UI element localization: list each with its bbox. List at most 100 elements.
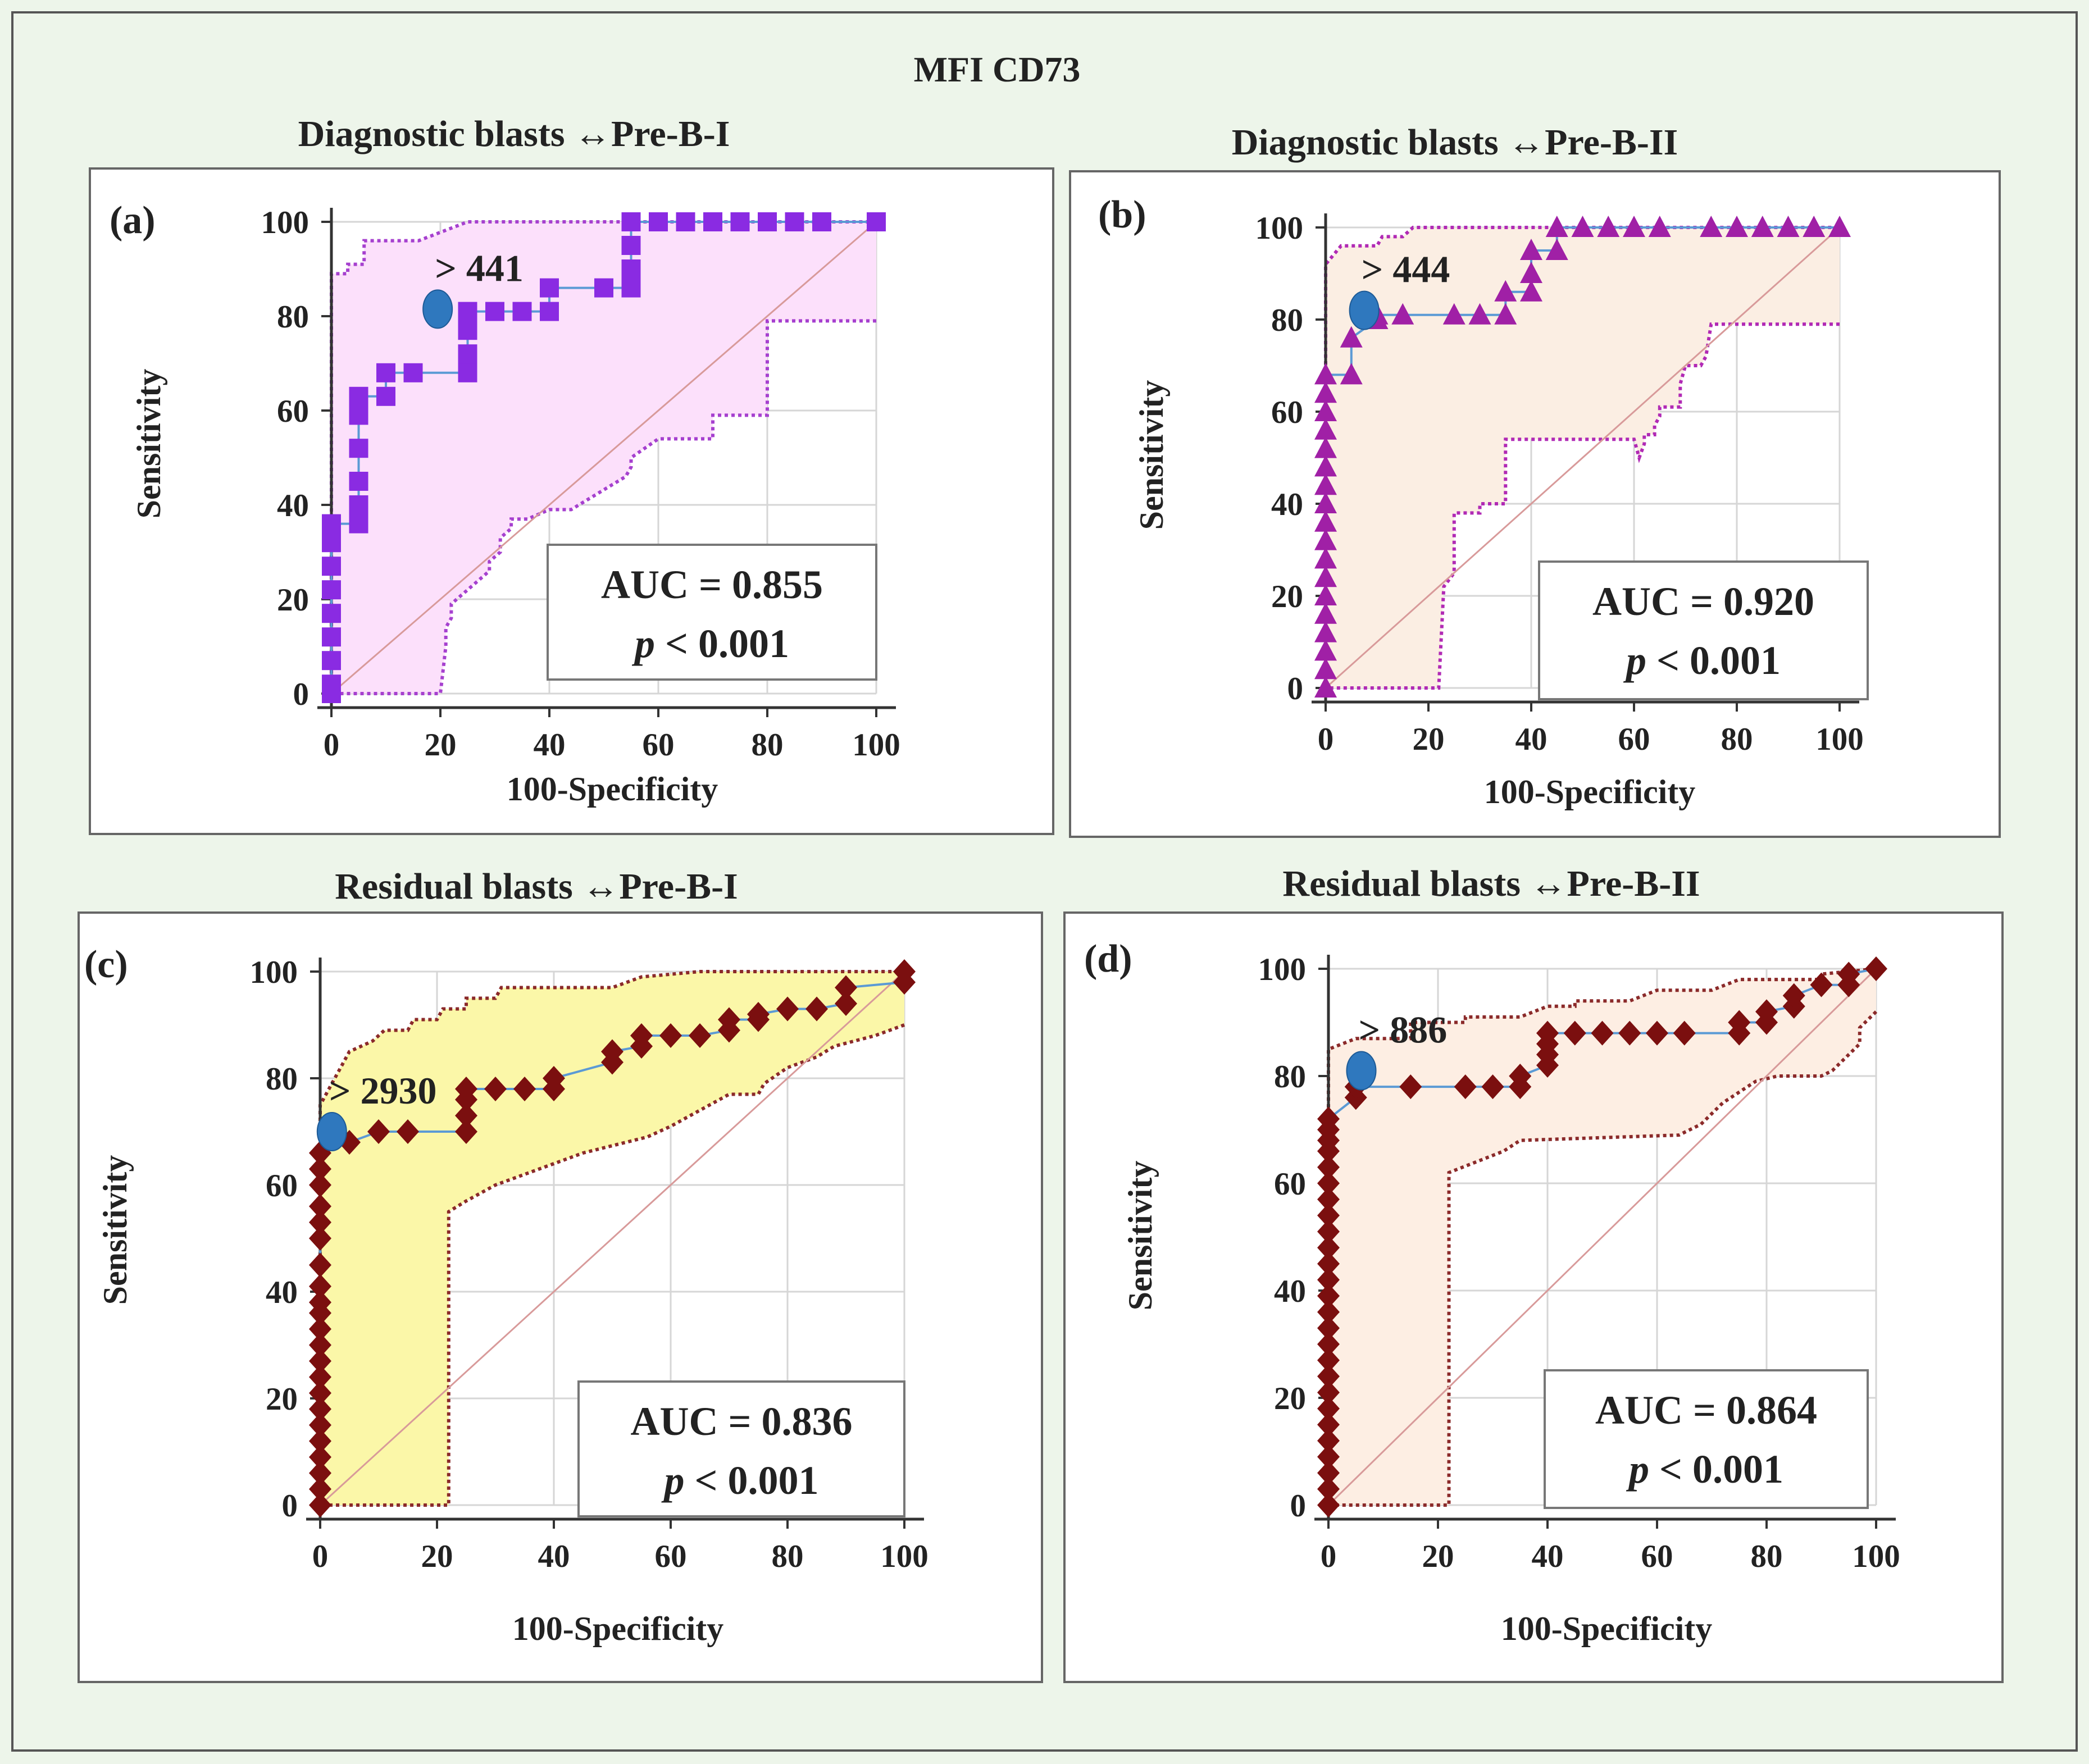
chart-c-p-label: p < 0.001 [661,1458,818,1503]
chart-a-roc-point [758,212,777,231]
chart-b-cutoff-marker [1349,290,1380,330]
chart-d-roc-point [1536,1020,1559,1046]
chart-c-roc-point [309,1412,331,1438]
chart-a-ci-lower [331,319,876,695]
chart-c-roc-point [776,996,799,1022]
chart-a-panel-letter: (a) [110,199,156,242]
chart-c-roc-point [543,1066,565,1091]
chart-c-roc-point [309,1210,331,1235]
chart-c-ci-lower [320,1023,905,1507]
chart-c-roc-point [309,1226,331,1251]
chart-d-roc-point [1317,1155,1340,1180]
chart-b-roc-point [1494,280,1517,302]
chart-a-roc-point [349,514,368,534]
chart-c-roc-point [455,1103,477,1128]
chart-d-roc-point [1481,1074,1504,1100]
chart-d-ci-band [1328,969,1876,1505]
chart-d-y-tick-label: 80 [1274,1059,1306,1095]
panel-c: Residual blasts ↔Pre-B-I (c) 0 20 40 60 80 100 0… [78,866,1043,1683]
chart-a-y-tick-label: 100 [261,205,310,240]
chart-c-roc-points [309,959,916,1517]
chart-a-x-tick-label: 40 [534,727,566,763]
chart-c-roc-point [747,1002,770,1027]
chart-d-roc-point [1317,1444,1340,1470]
chart-c-x-tick-label: 20 [421,1539,453,1574]
chart-b-roc-point [1700,216,1723,237]
chart-a-x-tick-label: 60 [643,727,675,763]
chart-a-p-symbol: p [631,621,655,666]
chart-d-x-tick-label: 40 [1532,1539,1564,1574]
chart-b-roc-point [1391,303,1414,325]
chart-c-roc-point [309,1290,331,1315]
chart-c-roc-point [455,1077,477,1101]
chart-c-roc-point [805,996,828,1022]
chart-a-roc-point [376,363,395,382]
chart-b-roc-point [1314,381,1337,403]
chart-b-ci-upper [1324,226,1840,688]
chart-a-roc-point [649,212,668,231]
chart-a-roc-point [703,212,722,231]
chart-d-roc-point [1782,983,1805,1008]
chart-a-y-tick-label: 40 [277,488,309,523]
chart-c-p-value: < 0.001 [684,1458,818,1503]
chart-c-roc-point [659,1023,682,1048]
chart-c-y-tick-label: 100 [250,955,298,990]
chart-d-roc-point [1837,961,1860,987]
chart-c-roc-point [309,1380,331,1406]
chart-c-roc-point [309,1194,331,1219]
chart-c-x-tick-label: 0 [312,1539,329,1574]
chart-c-roc-point [309,1476,331,1502]
chart-c-roc-point [309,1461,331,1485]
chart-a-roc-point [621,259,641,279]
chart-c-x-tick-label: 60 [655,1539,687,1574]
chart-b-roc-point [1828,216,1851,237]
chart-a-diagonal [331,221,877,695]
chart-b-roc-point [1468,303,1491,325]
chart-b-diagonal [1325,226,1841,689]
chart-c-roc-point [309,1429,331,1453]
chart-b-p-label: p < 0.001 [1623,638,1781,683]
chart-d-roc-point [1317,1493,1340,1517]
chart-a-roc-point [349,405,368,425]
chart-b-roc-point [1726,216,1748,237]
chart-b-roc-point [1340,363,1363,385]
chart-c-title: Residual blasts ↔Pre-B-I [335,866,738,907]
chart-b-roc-point [1520,280,1542,302]
chart-a-roc-point [322,604,341,623]
chart-b-x-tick-label: 100 [1815,722,1864,757]
chart-d-roc-point [1728,1010,1751,1035]
chart-c-roc-point [630,1023,653,1048]
chart-c-cutoff-label: > 2930 [329,1069,437,1112]
chart-d-roc-point [1317,1348,1340,1373]
chart-b-roc-point [1314,621,1337,642]
chart-d-x-tick-label: 100 [1852,1539,1900,1574]
chart-a-roc-points [322,212,886,703]
chart-b-roc-point [1314,400,1337,421]
chart-d-p-label: p < 0.001 [1626,1447,1783,1492]
chart-b-x-tick-label: 0 [1318,722,1334,757]
chart-b-y-tick-label: 60 [1271,395,1303,430]
chart-c-roc-point [309,1365,331,1389]
chart-b-y-tick-label: 20 [1271,579,1303,614]
chart-c-roc-point [455,1119,477,1144]
chart-a-auc-label: AUC = 0.855 [601,562,823,607]
chart-a-x-tick-label: 80 [752,727,784,763]
chart-d-roc-point [1755,999,1778,1024]
chart-c-roc-point [309,1156,331,1182]
chart-a-roc-point [594,278,613,298]
chart-d-roc-point [1646,1020,1668,1046]
chart-a-roc-point [349,386,368,406]
chart-d-roc-point [1317,1332,1340,1357]
chart-d-roc-point [1865,956,1887,981]
chart-b-x-tick-label: 80 [1721,722,1753,757]
chart-c-roc-point [309,1348,331,1374]
chart-d-roc-point [1317,1460,1340,1485]
chart-c-roc-point [397,1119,419,1144]
chart-d-roc-point [1317,1380,1340,1405]
chart-d-auc-label: AUC = 0.864 [1595,1388,1817,1433]
chart-b-roc-point [1545,216,1568,237]
chart-b-auc-label: AUC = 0.920 [1592,579,1814,624]
chart-a-roc-point [376,386,395,406]
chart-c-roc-point [513,1077,536,1101]
chart-c-y-tick-label: 20 [266,1382,298,1417]
